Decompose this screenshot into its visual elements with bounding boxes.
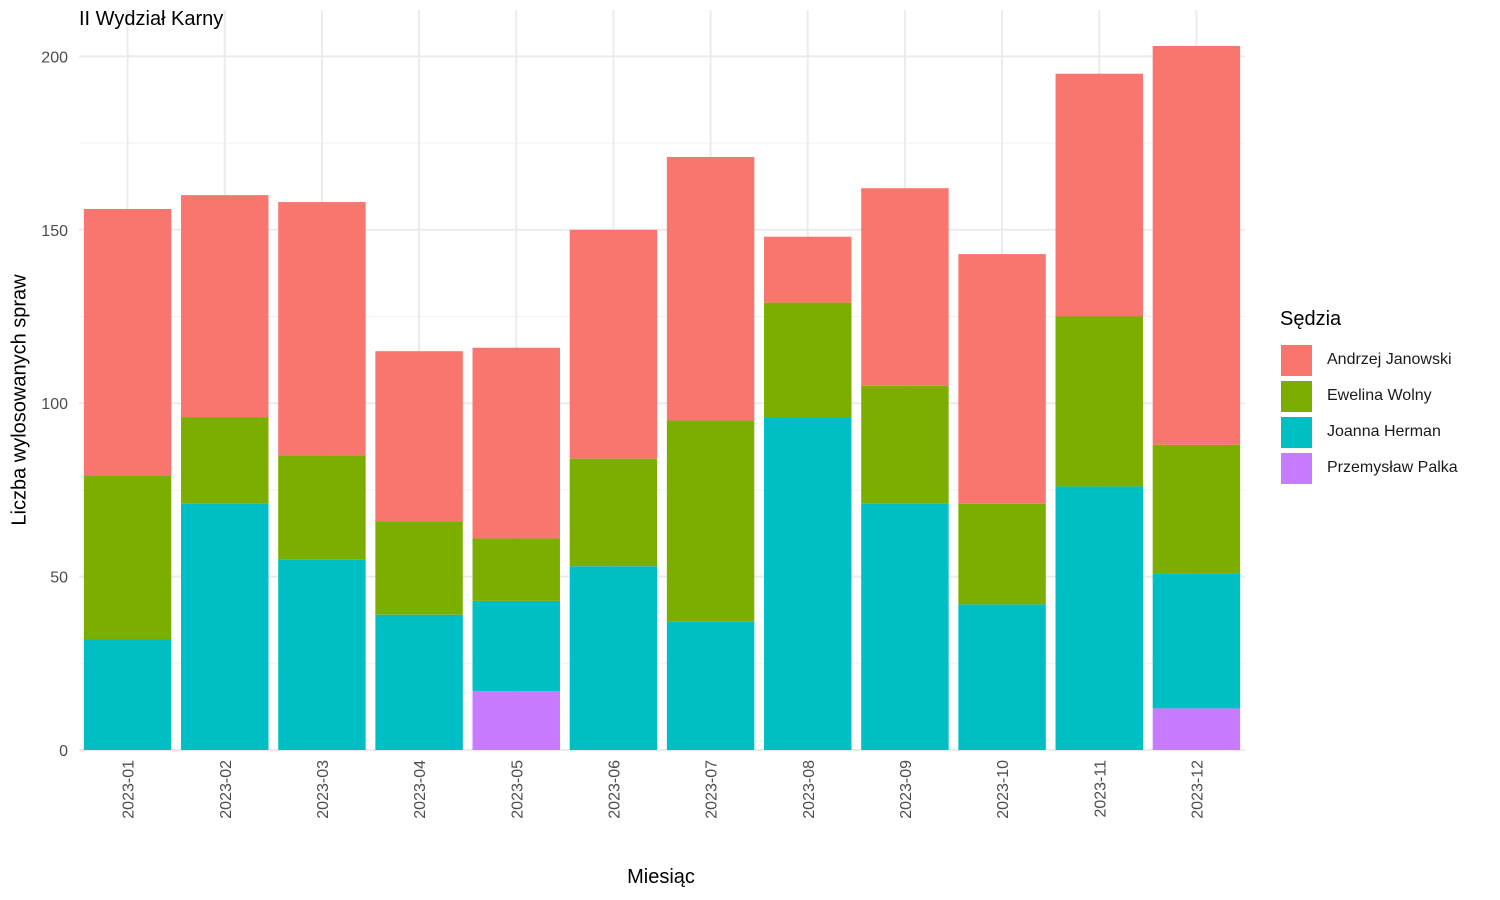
y-tick-label: 50 bbox=[50, 570, 68, 587]
legend-label: Ewelina Wolny bbox=[1327, 387, 1432, 404]
bar-andrzej-janowski-2023-11 bbox=[1055, 73, 1143, 317]
legend-swatch bbox=[1280, 451, 1313, 485]
bar-ewelina-wolny-2023-11 bbox=[1055, 316, 1143, 487]
x-axis-label: Miesiąc bbox=[627, 866, 695, 888]
x-tick-label: 2023-03 bbox=[315, 760, 332, 819]
bar-andrzej-janowski-2023-01 bbox=[83, 208, 172, 477]
bar-joanna-herman-2023-02 bbox=[181, 503, 269, 750]
legend-label: Andrzej Janowski bbox=[1327, 351, 1452, 368]
legend: Sędzia Andrzej Janowski Ewelina Wolny Joan… bbox=[1280, 308, 1458, 486]
bar-andrzej-janowski-2023-10 bbox=[958, 254, 1046, 504]
x-tick-label: 2023-02 bbox=[218, 760, 235, 819]
bar-ewelina-wolny-2023-04 bbox=[375, 521, 463, 615]
legend-item: Przemysław Palka bbox=[1280, 450, 1458, 486]
bar-joanna-herman-2023-04 bbox=[375, 614, 463, 750]
bar-ewelina-wolny-2023-05 bbox=[472, 538, 560, 601]
x-tick-label: 2023-08 bbox=[801, 760, 818, 819]
bar-ewelina-wolny-2023-08 bbox=[764, 302, 852, 418]
bar-ewelina-wolny-2023-03 bbox=[278, 455, 366, 560]
bar-przemys-aw-palka-2023-12 bbox=[1152, 708, 1241, 750]
bar-ewelina-wolny-2023-10 bbox=[958, 503, 1046, 605]
x-tick-label: 2023-05 bbox=[509, 760, 526, 819]
bar-przemys-aw-palka-2023-05 bbox=[472, 691, 560, 750]
bar-joanna-herman-2023-01 bbox=[83, 639, 172, 750]
bar-joanna-herman-2023-05 bbox=[472, 600, 560, 692]
bar-andrzej-janowski-2023-04 bbox=[375, 351, 463, 522]
y-tick-label: 150 bbox=[41, 223, 68, 240]
bar-joanna-herman-2023-10 bbox=[958, 604, 1046, 750]
bar-joanna-herman-2023-12 bbox=[1152, 573, 1241, 709]
bar-ewelina-wolny-2023-09 bbox=[861, 385, 949, 504]
legend-label: Przemysław Palka bbox=[1327, 459, 1458, 476]
chart-title: II Wydział Karny bbox=[79, 8, 224, 30]
legend-title: Sędzia bbox=[1280, 308, 1342, 330]
bar-andrzej-janowski-2023-12 bbox=[1152, 45, 1241, 445]
legend-swatch bbox=[1280, 415, 1313, 449]
legend-items: Andrzej Janowski Ewelina Wolny Joanna Herm… bbox=[1280, 342, 1458, 486]
bar-joanna-herman-2023-08 bbox=[764, 417, 852, 750]
bar-ewelina-wolny-2023-01 bbox=[83, 476, 172, 640]
x-tick-label: 2023-09 bbox=[898, 760, 915, 819]
y-tick-label: 0 bbox=[59, 743, 68, 760]
x-tick-label: 2023-06 bbox=[606, 760, 623, 819]
bar-ewelina-wolny-2023-06 bbox=[569, 458, 658, 567]
x-tick-label: 2023-11 bbox=[1092, 760, 1109, 818]
bar-andrzej-janowski-2023-03 bbox=[278, 202, 366, 456]
bar-joanna-herman-2023-09 bbox=[861, 503, 949, 750]
x-tick-label: 2023-07 bbox=[704, 760, 721, 819]
y-tick-label: 100 bbox=[41, 396, 68, 413]
x-tick-label: 2023-01 bbox=[121, 760, 138, 819]
y-axis-label: Liczba wylosowanych spraw bbox=[8, 274, 31, 526]
legend-item: Ewelina Wolny bbox=[1280, 378, 1458, 414]
bar-andrzej-janowski-2023-02 bbox=[181, 195, 269, 418]
bar-ewelina-wolny-2023-12 bbox=[1152, 444, 1241, 574]
y-tick-label: 200 bbox=[41, 49, 68, 66]
legend-swatch bbox=[1280, 379, 1313, 413]
legend-swatch bbox=[1280, 343, 1313, 377]
bar-ewelina-wolny-2023-07 bbox=[666, 420, 755, 622]
bar-ewelina-wolny-2023-02 bbox=[181, 417, 269, 504]
legend-label: Joanna Herman bbox=[1327, 423, 1441, 440]
x-tick-label: 2023-10 bbox=[995, 760, 1012, 819]
bar-andrzej-janowski-2023-07 bbox=[666, 156, 755, 421]
bar-andrzej-janowski-2023-05 bbox=[472, 347, 560, 539]
legend-item: Joanna Herman bbox=[1280, 414, 1458, 450]
bar-joanna-herman-2023-06 bbox=[569, 566, 658, 750]
bar-joanna-herman-2023-11 bbox=[1055, 486, 1143, 750]
x-tick-label: 2023-12 bbox=[1189, 760, 1206, 819]
bar-joanna-herman-2023-07 bbox=[666, 621, 755, 750]
bar-andrzej-janowski-2023-09 bbox=[861, 188, 949, 386]
bar-andrzej-janowski-2023-08 bbox=[764, 236, 852, 303]
x-tick-label: 2023-04 bbox=[412, 760, 429, 819]
bar-andrzej-janowski-2023-06 bbox=[569, 229, 658, 459]
bar-joanna-herman-2023-03 bbox=[278, 559, 366, 750]
legend-item: Andrzej Janowski bbox=[1280, 342, 1458, 378]
